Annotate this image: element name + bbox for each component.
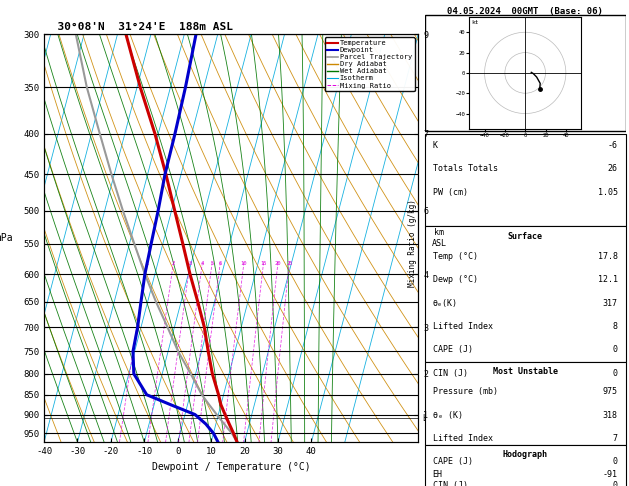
Bar [425, 134, 626, 226]
Text: 0: 0 [613, 481, 618, 486]
Text: 25: 25 [286, 261, 292, 266]
Text: Lifted Index: Lifted Index [433, 434, 493, 443]
Text: Mixing Ratio (g/kg): Mixing Ratio (g/kg) [408, 199, 417, 287]
Text: Lifted Index: Lifted Index [433, 322, 493, 331]
Bar [425, 445, 626, 486]
Text: θₑ (K): θₑ (K) [433, 411, 462, 419]
Text: 1: 1 [145, 261, 148, 266]
Text: Pressure (mb): Pressure (mb) [433, 387, 498, 396]
Text: Most Unstable: Most Unstable [493, 367, 558, 377]
Bar [425, 226, 626, 362]
Text: EH: EH [433, 470, 443, 479]
Y-axis label: hPa: hPa [0, 233, 13, 243]
Text: Dewp (°C): Dewp (°C) [433, 276, 477, 284]
Text: 8: 8 [613, 322, 618, 331]
Text: 12.1: 12.1 [598, 276, 618, 284]
X-axis label: Dewpoint / Temperature (°C): Dewpoint / Temperature (°C) [152, 462, 311, 472]
Text: 2: 2 [172, 261, 175, 266]
Text: PW (cm): PW (cm) [433, 188, 467, 197]
Text: LCL: LCL [423, 414, 437, 423]
Text: CIN (J): CIN (J) [433, 481, 467, 486]
Text: 04.05.2024  00GMT  (Base: 06): 04.05.2024 00GMT (Base: 06) [447, 7, 603, 17]
Text: 30°08'N  31°24'E  188m ASL: 30°08'N 31°24'E 188m ASL [44, 22, 233, 32]
Text: 317: 317 [603, 299, 618, 308]
Text: CAPE (J): CAPE (J) [433, 457, 472, 466]
Text: 17.8: 17.8 [598, 252, 618, 261]
Text: 1.05: 1.05 [598, 188, 618, 197]
Text: 20: 20 [275, 261, 281, 266]
Text: 318: 318 [603, 411, 618, 419]
Text: -91: -91 [603, 470, 618, 479]
Text: 4: 4 [201, 261, 204, 266]
Text: K: K [433, 141, 438, 150]
Text: 0: 0 [613, 369, 618, 378]
Text: CAPE (J): CAPE (J) [433, 346, 472, 354]
Text: 6: 6 [219, 261, 222, 266]
Text: -6: -6 [608, 141, 618, 150]
Text: 15: 15 [260, 261, 267, 266]
Text: Surface: Surface [508, 232, 543, 242]
Bar [425, 362, 626, 445]
Legend: Temperature, Dewpoint, Parcel Trajectory, Dry Adiabat, Wet Adiabat, Isotherm, Mi: Temperature, Dewpoint, Parcel Trajectory… [325, 37, 415, 91]
Text: 0: 0 [613, 457, 618, 466]
Text: 7: 7 [613, 434, 618, 443]
Text: Totals Totals: Totals Totals [433, 164, 498, 174]
Text: CIN (J): CIN (J) [433, 369, 467, 378]
Text: Hodograph: Hodograph [503, 450, 548, 459]
Bar [425, 15, 626, 131]
Text: 10: 10 [241, 261, 247, 266]
Text: 0: 0 [613, 346, 618, 354]
Text: 3: 3 [189, 261, 192, 266]
Text: Temp (°C): Temp (°C) [433, 252, 477, 261]
Text: 26: 26 [608, 164, 618, 174]
Text: 975: 975 [603, 387, 618, 396]
Text: 5: 5 [211, 261, 214, 266]
Text: θₑ(K): θₑ(K) [433, 299, 458, 308]
Y-axis label: km
ASL: km ASL [431, 228, 447, 248]
